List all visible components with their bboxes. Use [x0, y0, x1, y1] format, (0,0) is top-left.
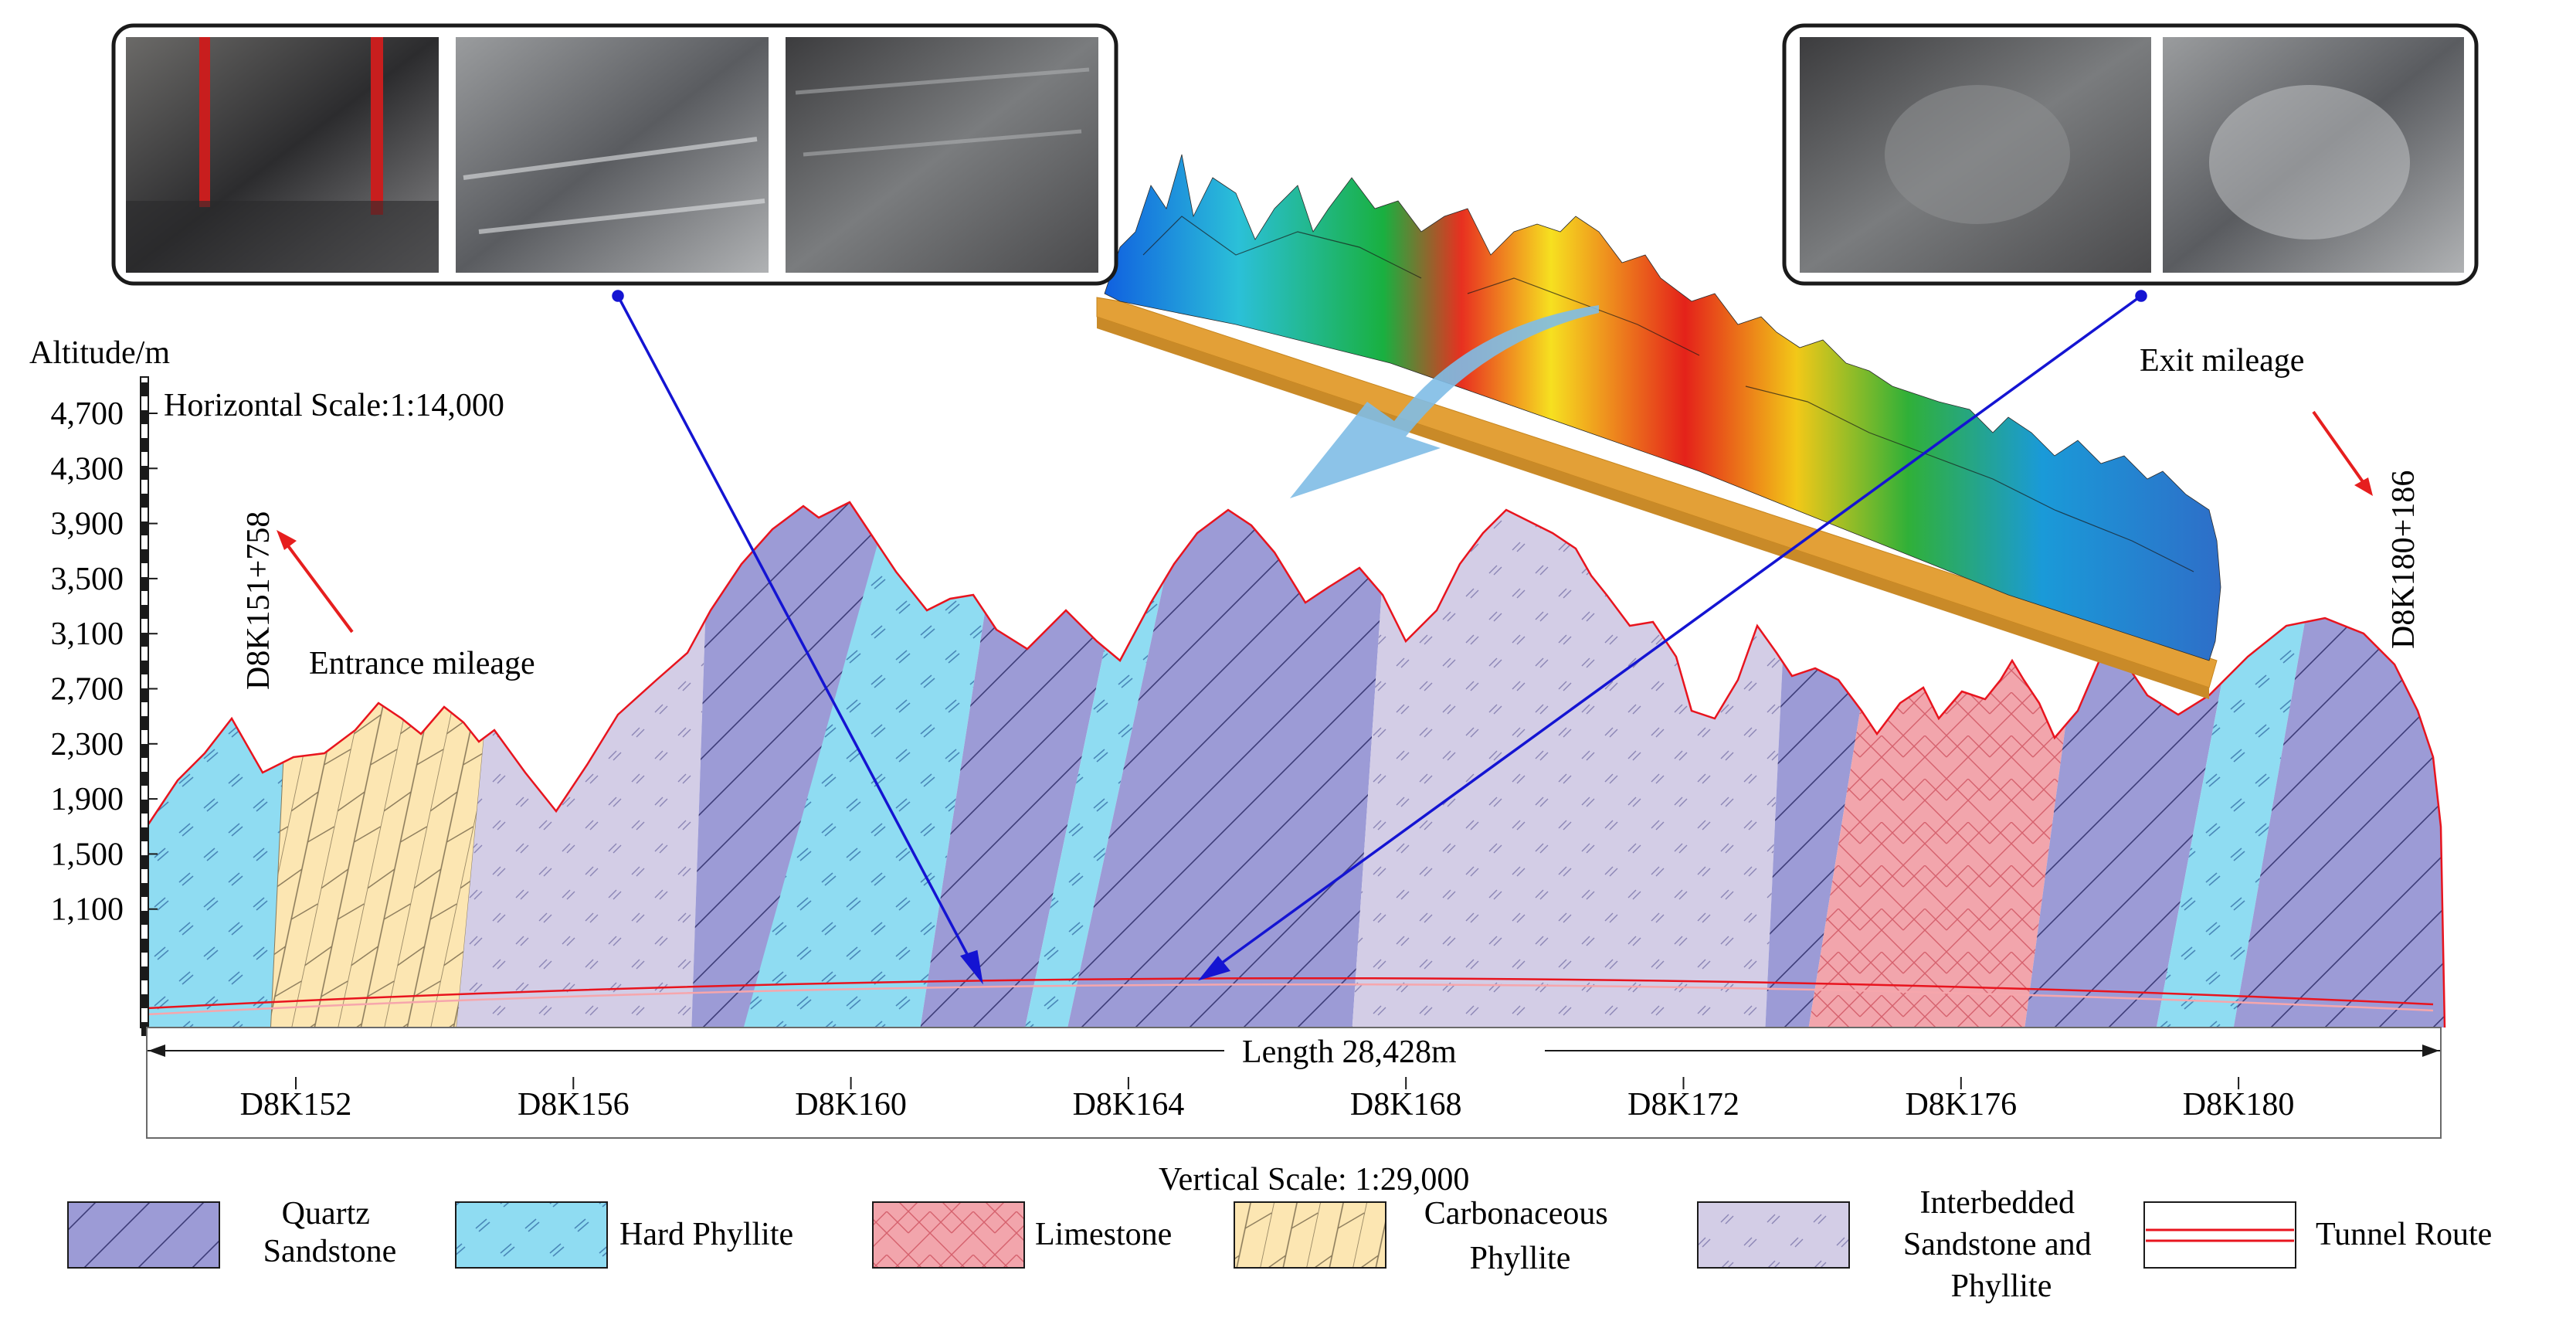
callout-line-left: [616, 295, 975, 966]
y-axis-stripe: [141, 966, 148, 980]
callout-line-right: [1211, 294, 2143, 971]
stratum-interbedded-2: [1352, 502, 1792, 1028]
y-axis-stripe: [141, 939, 148, 953]
stratum-quartz-sandstone-3: [1066, 502, 1390, 1028]
exit-arrow-line: [2312, 410, 2365, 484]
y-axis-stripe: [141, 466, 148, 480]
y-axis-stripe: [141, 883, 148, 897]
station-label: D8K172: [1627, 1087, 1739, 1123]
entrance-mileage-value: D8K151+758: [241, 511, 277, 690]
terrain-profile-line: [145, 501, 2446, 1028]
y-axis-stripe: [141, 661, 148, 674]
entrance-mileage: D8K151+758 Entrance mileage: [241, 511, 535, 690]
y-axis-stripe: [141, 688, 148, 702]
photo-callout-left: [111, 23, 1118, 286]
flow-arrow: [1290, 305, 1599, 498]
y-axis-stripe: [141, 633, 148, 647]
legend-swatch-carbonaceous: [1234, 1201, 1386, 1269]
legend-swatch-interbedded: [1697, 1201, 1850, 1269]
entrance-arrowhead: [277, 530, 297, 550]
y-axis-stripe: [141, 521, 148, 535]
tunnel-route: [146, 977, 2434, 1016]
y-tick-label: 1,500: [51, 837, 124, 872]
y-tick-label: 3,500: [51, 562, 124, 597]
exit-mileage-label: Exit mileage: [2140, 343, 2304, 379]
legend-swatch-quartz: [67, 1201, 220, 1269]
y-axis-stripe: [141, 410, 148, 424]
y-axis: Altitude/m 4,700 4,300 3,900 3,500 3,100 2,70…: [29, 335, 170, 1036]
callout-dot-right: [2135, 290, 2147, 302]
stratum-interbedded-1: [456, 502, 711, 1028]
terrain-3d-ridges: [1142, 216, 2194, 572]
terrain-3d-surface: [1104, 154, 2221, 661]
vertical-scale-label: Vertical Scale: 1:29,000: [1159, 1162, 1469, 1197]
legend-label-carbonaceous: Carbonaceous Phyllite: [1424, 1196, 1616, 1276]
y-axis-stripe: [141, 800, 148, 814]
station-label: D8K160: [795, 1087, 907, 1123]
legend-swatch-tunnel-route: [2143, 1201, 2296, 1269]
photo-callout-right: [1782, 23, 2479, 286]
station-label: D8K152: [240, 1087, 352, 1123]
y-axis-stripe: [141, 744, 148, 758]
y-axis-stripe: [141, 1022, 148, 1036]
y-axis-stripe: [141, 827, 148, 841]
station-label: D8K156: [518, 1087, 630, 1123]
station-frame: [146, 1027, 2442, 1139]
legend-swatch-limestone: [872, 1201, 1025, 1269]
legend-label-tunnel-route: Tunnel Route: [2316, 1217, 2492, 1252]
station-label: D8K168: [1350, 1087, 1462, 1123]
y-tick-label: 4,300: [51, 451, 124, 487]
legend: Quartz Sandstone Hard Phyllite Limestone…: [67, 1185, 2492, 1304]
callout-lines: [612, 290, 2147, 985]
y-axis-stripes: [141, 382, 148, 1036]
station-label: D8K164: [1073, 1087, 1185, 1123]
y-axis-stripe: [141, 911, 148, 925]
callout-arrowhead-left: [960, 949, 983, 985]
y-axis-stripe: [141, 772, 148, 786]
entrance-mileage-label: Entrance mileage: [309, 646, 535, 681]
legend-label-limestone: Limestone: [1035, 1217, 1172, 1252]
y-tick-label: 3,100: [51, 617, 124, 652]
exit-mileage: Exit mileage D8K180+186: [2140, 343, 2422, 649]
y-axis-ticks: 4,700 4,300 3,900 3,500 3,100 2,700 2,300 1,900…: [51, 396, 158, 928]
y-tick-label: 1,100: [51, 892, 124, 928]
y-tick-label: 1,900: [51, 782, 124, 817]
length-label: Length 28,428m: [1242, 1034, 1457, 1070]
exit-arrowhead: [2354, 477, 2373, 496]
legend-swatch-hard-phyllite: [455, 1201, 608, 1269]
y-axis-stripe: [141, 494, 148, 508]
y-axis-stripe: [141, 438, 148, 452]
legend-label-quartz: Quartz Sandstone: [263, 1196, 397, 1269]
entrance-arrow-line: [283, 539, 354, 634]
length-bar: Length 28,428m: [147, 1034, 2441, 1070]
station-ticks: D8K152 D8K156 D8K160 D8K164 D8K168 D8K172 D8K1…: [240, 1077, 2295, 1123]
horizontal-scale-label: Horizontal Scale:1:14,000: [164, 388, 504, 423]
y-axis-title: Altitude/m: [29, 335, 170, 371]
y-axis-stripe: [141, 716, 148, 730]
y-axis-stripe: [141, 605, 148, 619]
y-axis-stripe: [141, 994, 148, 1008]
y-axis-stripe: [141, 855, 148, 869]
station-label: D8K176: [1905, 1087, 2017, 1123]
tunnel-photo-3: [786, 37, 1098, 273]
callout-arrowhead-right: [1198, 956, 1231, 981]
legend-label-hard-phyllite: Hard Phyllite: [619, 1217, 793, 1252]
y-tick-label: 2,300: [51, 727, 124, 763]
stratum-quartz-sandstone-1: [691, 502, 900, 1028]
legend-label-interbedded: Interbedded Sandstone and Phyllite: [1903, 1185, 2099, 1304]
exit-mileage-value: D8K180+186: [2386, 470, 2422, 649]
y-axis-stripe: [141, 549, 148, 563]
y-axis-stripe: [141, 382, 148, 396]
y-axis-stripe: [141, 577, 148, 591]
callout-dot-left: [612, 290, 624, 302]
station-axis: D8K152 D8K156 D8K160 D8K164 D8K168 D8K172 D8K1…: [146, 1027, 2442, 1139]
station-label: D8K180: [2183, 1087, 2295, 1123]
y-tick-label: 3,900: [51, 507, 124, 542]
terrain-3d-base: [1096, 297, 2218, 688]
y-tick-label: 2,700: [51, 672, 124, 708]
y-tick-label: 4,700: [51, 396, 124, 432]
tunnel-photo-2: [456, 37, 769, 273]
